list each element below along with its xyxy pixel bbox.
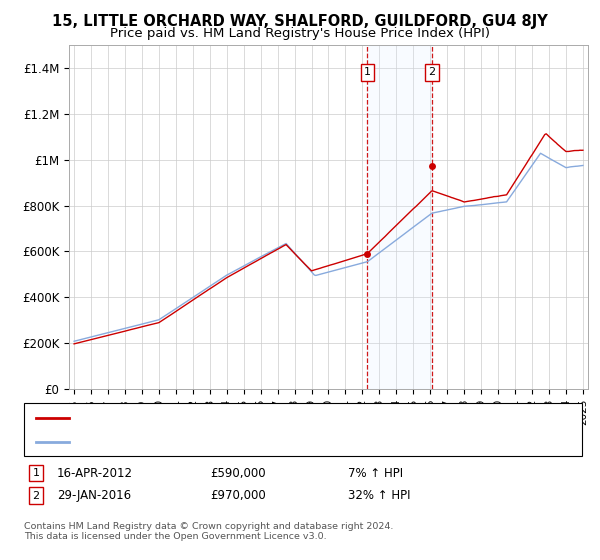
Text: 29-JAN-2016: 29-JAN-2016 <box>57 489 131 502</box>
Text: £590,000: £590,000 <box>210 466 266 480</box>
Text: 16-APR-2012: 16-APR-2012 <box>57 466 133 480</box>
Text: Price paid vs. HM Land Registry's House Price Index (HPI): Price paid vs. HM Land Registry's House … <box>110 27 490 40</box>
Text: 2: 2 <box>32 491 40 501</box>
Text: 1: 1 <box>32 468 40 478</box>
Text: £970,000: £970,000 <box>210 489 266 502</box>
Text: 1: 1 <box>364 67 371 77</box>
Text: 2: 2 <box>428 67 435 77</box>
Bar <box>367 45 431 389</box>
Text: HPI: Average price, detached house, Guildford: HPI: Average price, detached house, Guil… <box>75 436 328 446</box>
Text: 15, LITTLE ORCHARD WAY, SHALFORD, GUILDFORD, GU4 8JY: 15, LITTLE ORCHARD WAY, SHALFORD, GUILDF… <box>52 14 548 29</box>
Text: 32% ↑ HPI: 32% ↑ HPI <box>348 489 410 502</box>
Text: 7% ↑ HPI: 7% ↑ HPI <box>348 466 403 480</box>
Text: 15, LITTLE ORCHARD WAY, SHALFORD, GUILDFORD, GU4 8JY (detached house): 15, LITTLE ORCHARD WAY, SHALFORD, GUILDF… <box>75 413 505 423</box>
Text: Contains HM Land Registry data © Crown copyright and database right 2024.
This d: Contains HM Land Registry data © Crown c… <box>24 522 394 542</box>
